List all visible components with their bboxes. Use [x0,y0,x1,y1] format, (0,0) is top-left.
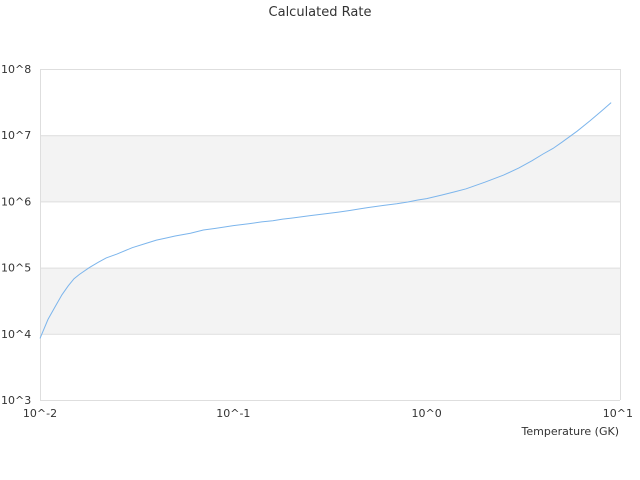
series-line [39,102,612,339]
plot-band [40,135,620,202]
y-axis-tick-labels: 10^3 10^4 10^5 10^6 10^7 10^8 [1,63,31,407]
y-tick-label: 10^3 [1,394,31,407]
y-tick-label: 10^5 [1,262,31,275]
y-tick-label: 10^8 [1,63,31,76]
x-axis-title: Temperature (GK) [521,425,620,438]
x-tick-label: 10^0 [412,407,442,420]
plot-bands [40,135,620,334]
x-tick-label: 10^-1 [216,407,250,420]
x-tick-label: 10^1 [603,407,633,420]
y-tick-label: 10^4 [1,328,31,341]
x-tick-label: 10^-2 [23,407,57,420]
plot-band [40,267,620,334]
chart-title: Calculated Rate [269,5,372,20]
y-tick-label: 10^7 [1,129,31,142]
plot-gridlines [40,69,621,401]
y-tick-label: 10^6 [1,195,31,208]
x-axis-tick-labels: 10^-2 10^-1 10^0 10^1 [23,407,633,420]
